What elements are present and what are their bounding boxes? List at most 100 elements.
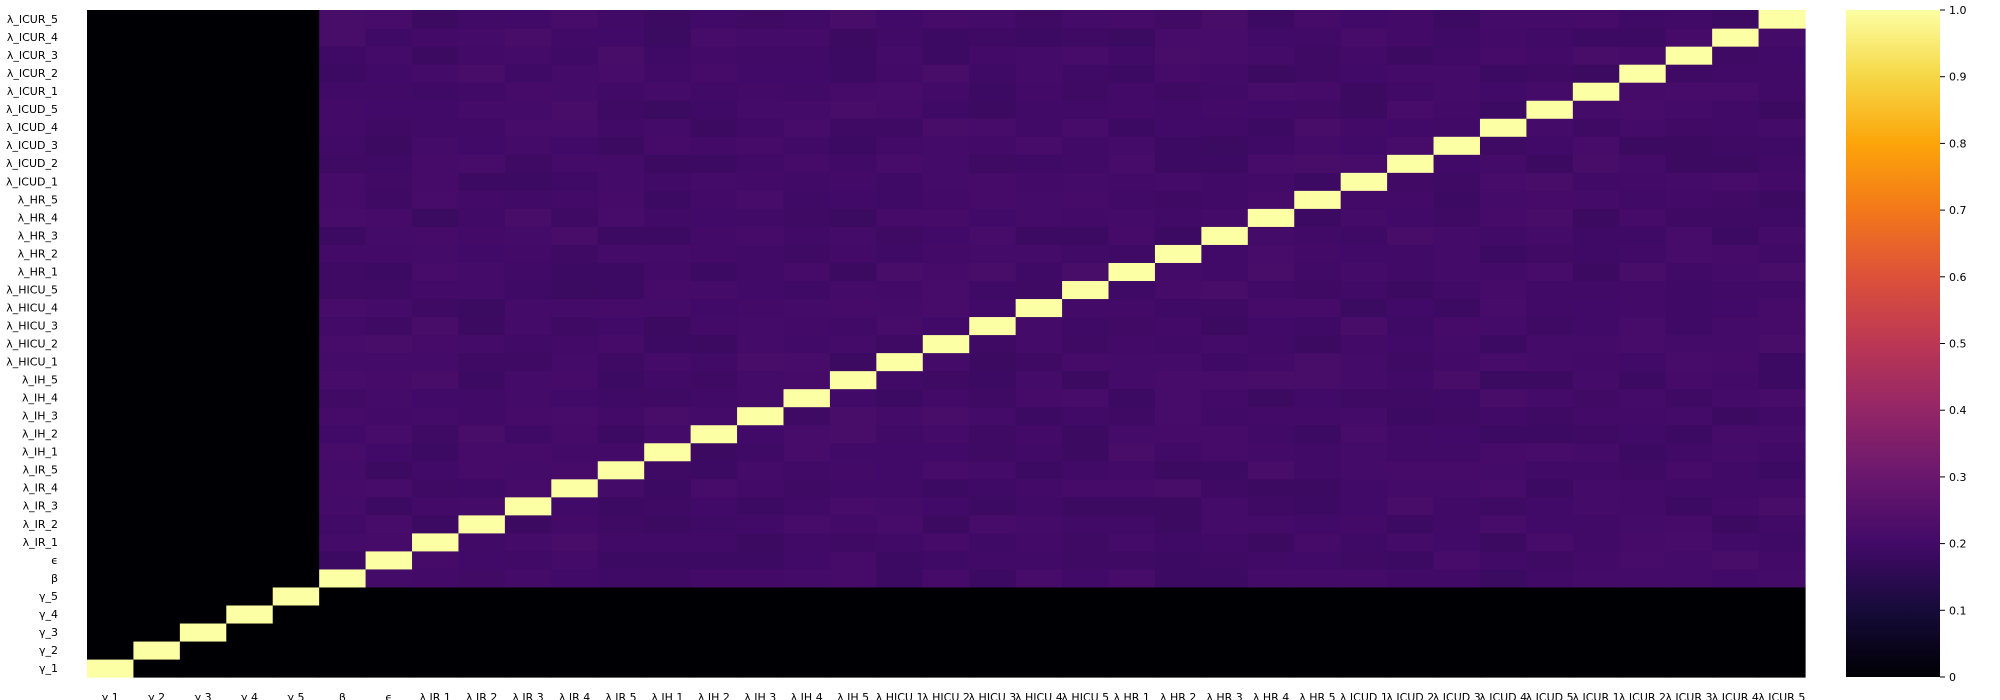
heatmap-cell: [412, 424, 460, 444]
heatmap-cell: [1201, 334, 1249, 354]
heatmap-cell: [1062, 622, 1110, 642]
heatmap-cell: [1015, 154, 1063, 173]
heatmap-cell: [690, 136, 738, 155]
heatmap-cell: [1201, 298, 1249, 318]
heatmap-cell: [1154, 172, 1202, 191]
heatmap-cell: [133, 118, 181, 137]
heatmap-cell: [922, 226, 970, 245]
heatmap-cell: [1247, 64, 1295, 83]
heatmap-cell: [412, 334, 460, 354]
heatmap-cell: [1572, 622, 1620, 642]
heatmap-cell: [504, 28, 552, 47]
heatmap-cell: [87, 226, 135, 245]
heatmap-cell: [365, 316, 413, 336]
heatmap-cell: [1015, 352, 1063, 372]
heatmap-cell: [737, 190, 785, 209]
heatmap-cell: [365, 406, 413, 426]
heatmap-cell: [737, 334, 785, 354]
heatmap-cell: [1015, 118, 1063, 137]
y-tick-label: λ_HICU_4: [6, 301, 58, 314]
heatmap-cell: [412, 262, 460, 282]
heatmap-cell: [226, 172, 274, 191]
heatmap-cell: [737, 172, 785, 191]
heatmap-cell: [1619, 532, 1667, 552]
heatmap-cell: [458, 244, 506, 263]
heatmap-cell: [226, 100, 274, 119]
heatmap-cell: [272, 658, 320, 678]
heatmap-cell: [1062, 316, 1110, 336]
heatmap-cell: [1572, 586, 1620, 606]
x-tick-label: λ ICUD 1: [1340, 691, 1388, 700]
heatmap-cell: [1572, 28, 1620, 47]
heatmap-cell: [365, 514, 413, 534]
heatmap-cell: [1015, 442, 1063, 462]
heatmap-cell: [1201, 568, 1249, 588]
heatmap-cell: [1479, 100, 1527, 119]
heatmap-cell: [969, 586, 1017, 606]
heatmap-cell: [1665, 136, 1713, 155]
heatmap-cell: [1340, 658, 1388, 678]
heatmap-cell: [1526, 496, 1574, 516]
heatmap-cell: [1247, 550, 1295, 570]
heatmap-cell: [1340, 118, 1388, 137]
heatmap-cell: [1665, 100, 1713, 119]
x-tick-label: λ HICU 3: [969, 691, 1017, 700]
heatmap-cell: [458, 622, 506, 642]
heatmap-cell: [1201, 550, 1249, 570]
heatmap-cell: [597, 244, 645, 263]
colorbar-tick-label: 0.5: [1949, 338, 1967, 351]
heatmap-cell: [922, 442, 970, 462]
heatmap-cell: [1479, 622, 1527, 642]
heatmap-cell: [272, 532, 320, 552]
heatmap-cell: [783, 370, 831, 390]
heatmap-cell: [597, 64, 645, 83]
heatmap-cell: [1433, 28, 1481, 47]
heatmap-cell: [1526, 640, 1574, 660]
heatmap-cell: [783, 28, 831, 47]
heatmap-cell: [737, 586, 785, 606]
heatmap-cell: [737, 280, 785, 300]
heatmap-cell: [1154, 532, 1202, 552]
heatmap-cell: [1665, 622, 1713, 642]
heatmap-cell: [551, 64, 599, 83]
x-tick-label: λ HICU 4: [1015, 691, 1063, 700]
heatmap-cell: [412, 406, 460, 426]
heatmap-cell: [458, 388, 506, 408]
heatmap-cell: [1154, 568, 1202, 588]
heatmap-cell: [1572, 82, 1620, 101]
heatmap-cell: [1387, 550, 1435, 570]
heatmap-cell: [551, 388, 599, 408]
heatmap-cell: [783, 514, 831, 534]
heatmap-cell: [1387, 226, 1435, 245]
heatmap-cell: [319, 388, 367, 408]
heatmap-cell: [319, 604, 367, 624]
y-tick-label: λ_HICU_2: [6, 338, 58, 351]
heatmap-cell: [1294, 514, 1342, 534]
heatmap-cell: [876, 658, 924, 678]
heatmap-cell: [1247, 226, 1295, 245]
heatmap-cell: [876, 280, 924, 300]
y-tick-label: λ_ICUD_3: [6, 139, 58, 152]
heatmap-cell: [179, 568, 227, 588]
heatmap-cell: [1387, 334, 1435, 354]
heatmap-cell: [319, 568, 367, 588]
heatmap-cell: [1294, 154, 1342, 173]
heatmap-cell: [1665, 118, 1713, 137]
heatmap-cell: [412, 280, 460, 300]
heatmap-cell: [1758, 640, 1806, 660]
heatmap-cell: [1619, 442, 1667, 462]
heatmap-cell: [133, 622, 181, 642]
heatmap-cell: [690, 640, 738, 660]
heatmap-cell: [876, 442, 924, 462]
heatmap-cell: [133, 550, 181, 570]
heatmap-cell: [179, 64, 227, 83]
heatmap-cell: [1387, 460, 1435, 480]
heatmap-cell: [179, 262, 227, 282]
y-tick-label: γ_1: [39, 662, 58, 675]
heatmap-cell: [1526, 586, 1574, 606]
heatmap-cell: [226, 622, 274, 642]
heatmap-cell: [1619, 46, 1667, 65]
heatmap-cell: [226, 370, 274, 390]
heatmap-cell: [1758, 100, 1806, 119]
heatmap-cell: [87, 190, 135, 209]
